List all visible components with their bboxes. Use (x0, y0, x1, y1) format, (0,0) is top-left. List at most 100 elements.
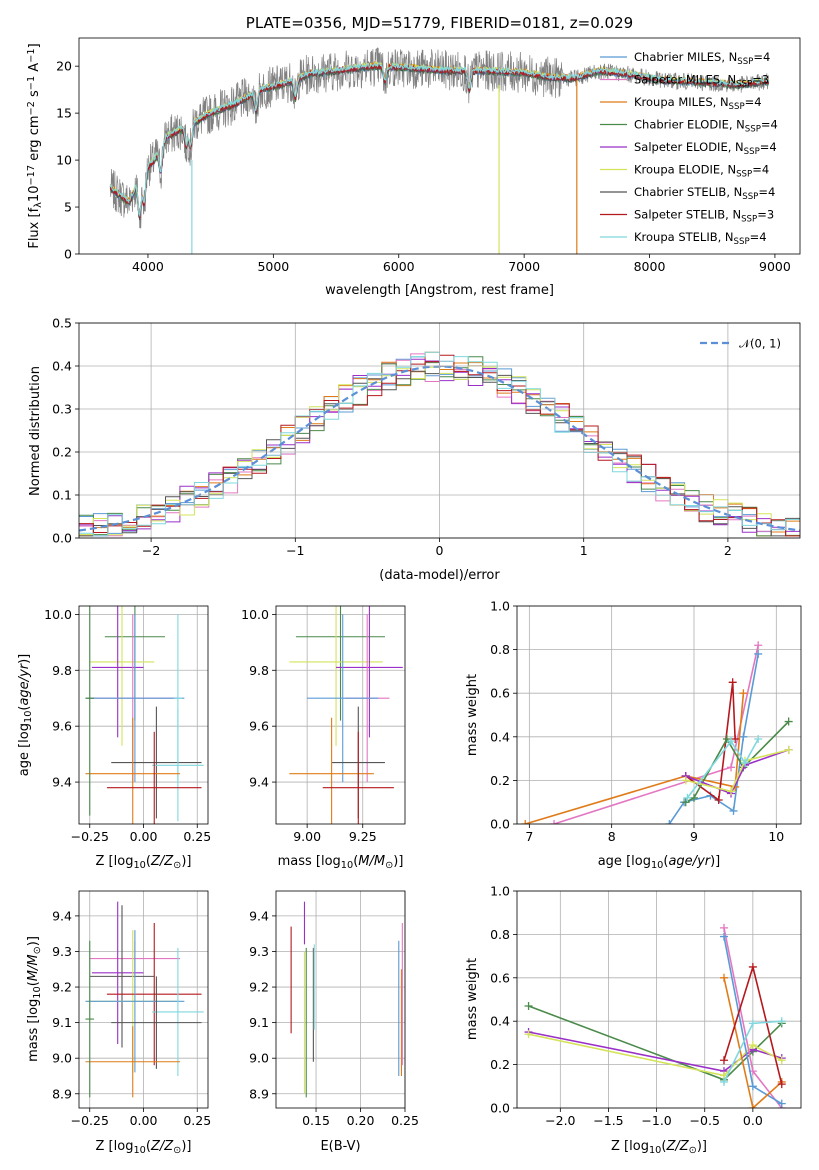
x-tick-label: 9.25 (349, 829, 377, 844)
y-tick-label: 9.0 (52, 1051, 72, 1066)
x-tick-label: −2.0 (545, 1113, 575, 1128)
mass-weight-marker (777, 1056, 786, 1065)
mass-weight-marker (748, 962, 757, 971)
legend-entry: Salpeter ELODIE, NSSP=4 (634, 140, 777, 157)
plot-panel-7: −2.0 −1.5 −1.0 −0.5 0.0 0.0 0.2 0.4 0.6 0.8 1.0 Z [… (465, 884, 802, 1156)
x-tick-label: 0.25 (183, 1113, 211, 1128)
mass-weight-marker (784, 717, 793, 726)
y-tick-label: 0.0 (52, 531, 72, 546)
y-tick-label: 9.2 (52, 980, 72, 995)
y-tick-label: 0.3 (52, 402, 72, 417)
y-tick-label: 9.8 (52, 663, 72, 678)
axes-frame (78, 605, 209, 825)
mass-weight-marker (719, 923, 728, 932)
mass-weight-marker (754, 649, 763, 658)
legend-entry: Kroupa ELODIE, NSSP=4 (634, 163, 769, 180)
x-tick-label: −0.25 (71, 1113, 109, 1128)
data-point (152, 709, 204, 822)
y-axis-label: age [log10(age/yr)] (17, 654, 34, 777)
mass-weight-marker (719, 932, 728, 941)
x-axis-label: Z [log10(Z/Z⊙)] (96, 854, 192, 871)
plot-panel-3: 9.00 9.25 9.4 9.6 9.8 10.0 mass [log10(M/M⊙)] (241, 605, 406, 871)
y-axis-label: mass weight (465, 674, 480, 756)
legend-entry: Salpeter MILES, NSSP=3 (634, 73, 769, 90)
y-axis-label: mass weight (465, 958, 480, 1040)
mass-weight-marker (777, 1017, 786, 1026)
y-tick-label: 0.0 (490, 1101, 510, 1116)
mass-weight-marker (681, 776, 690, 785)
mass-weight-marker (777, 1080, 786, 1089)
y-tick-label: 0 (64, 247, 72, 262)
mass-weight-marker (784, 745, 793, 754)
mass-weight-line (723, 977, 783, 1108)
mass-weight-marker (727, 787, 736, 796)
x-tick-label: −1 (286, 543, 304, 558)
data-point (85, 1026, 181, 1098)
mass-weight-line (528, 1033, 783, 1077)
y-tick-label: 0.8 (490, 927, 510, 942)
mass-weight-marker (719, 1056, 728, 1065)
mass-weight-marker (748, 1104, 757, 1108)
legend: Chabrier MILES, NSSP=4 Salpeter MILES, NS… (600, 50, 778, 247)
mass-weight-marker (719, 973, 728, 982)
data-point (289, 606, 383, 746)
x-tick-label: 4000 (132, 259, 164, 274)
x-tick-label: 8 (608, 829, 616, 844)
plot-area (85, 901, 204, 1098)
data-point (106, 731, 202, 824)
mass-weight-marker (754, 641, 763, 650)
legend-entry: Kroupa STELIB, NSSP=4 (634, 230, 767, 247)
mass-weight-marker (727, 737, 736, 746)
mass-weight-marker (665, 820, 674, 824)
x-tick-label: 9000 (759, 259, 791, 274)
x-tick-label: 5000 (257, 259, 289, 274)
y-tick-label: 9.1 (249, 1015, 269, 1030)
axes-frame (78, 37, 801, 255)
data-point (106, 923, 202, 1066)
mass-weight-marker (741, 758, 750, 767)
x-tick-label: −2 (142, 543, 160, 558)
mass-weight-marker (739, 732, 748, 741)
y-tick-label: 9.3 (52, 944, 72, 959)
x-tick-label: 0.25 (183, 829, 211, 844)
x-axis-label: mass [log10(M/M⊙)] (278, 854, 404, 871)
x-tick-label: 1 (580, 543, 588, 558)
mass-weight-line (528, 1005, 783, 1081)
data-point (89, 905, 155, 1048)
axes-frame (78, 322, 801, 539)
model-spectrum-line (109, 62, 770, 218)
plot-area (289, 606, 403, 824)
plot-panel-2: −0.25 0.00 0.25 9.4 9.6 9.8 10.0 Z [log10(Z/Z⊙)… (17, 605, 211, 871)
plot-area (109, 47, 770, 254)
y-tick-label: 9.8 (249, 663, 269, 678)
mass-weight-marker (722, 734, 731, 743)
mass-weight-line (668, 653, 759, 824)
plot-area (524, 923, 786, 1108)
data-point (111, 976, 202, 1069)
y-tick-label: 10 (56, 153, 72, 168)
y-tick-label: 0.8 (490, 642, 510, 657)
y-tick-label: 9.0 (249, 1051, 269, 1066)
mass-weight-line (524, 693, 745, 824)
mass-weight-marker (728, 678, 737, 687)
x-tick-label: −1.0 (641, 1113, 671, 1128)
y-tick-label: 10.0 (241, 607, 269, 622)
y-tick-label: 9.3 (249, 944, 269, 959)
x-tick-label: 0.20 (347, 1113, 375, 1128)
mass-weight-marker (683, 793, 692, 802)
legend-entry: Chabrier MILES, NSSP=4 (634, 50, 770, 67)
mass-weight-marker (524, 1030, 533, 1039)
y-tick-label: 0.6 (490, 686, 510, 701)
data-point (91, 606, 144, 738)
x-tick-label: 0 (436, 543, 444, 558)
y-tick-label: 0.4 (490, 1014, 510, 1029)
mass-weight-line (685, 749, 789, 795)
y-tick-label: 0.4 (490, 729, 510, 744)
axes-frame (275, 605, 406, 825)
x-axis-label: wavelength [Angstrom, rest frame] (325, 283, 554, 298)
x-tick-label: −1.5 (593, 1113, 623, 1128)
plot-panel-6: 0.15 0.20 0.25 8.9 9.0 9.1 9.2 9.3 9.4 E(B-V) (249, 890, 419, 1154)
data-point (152, 947, 204, 1076)
x-axis-label: Z [log10(Z/Z⊙)] (611, 1139, 707, 1156)
